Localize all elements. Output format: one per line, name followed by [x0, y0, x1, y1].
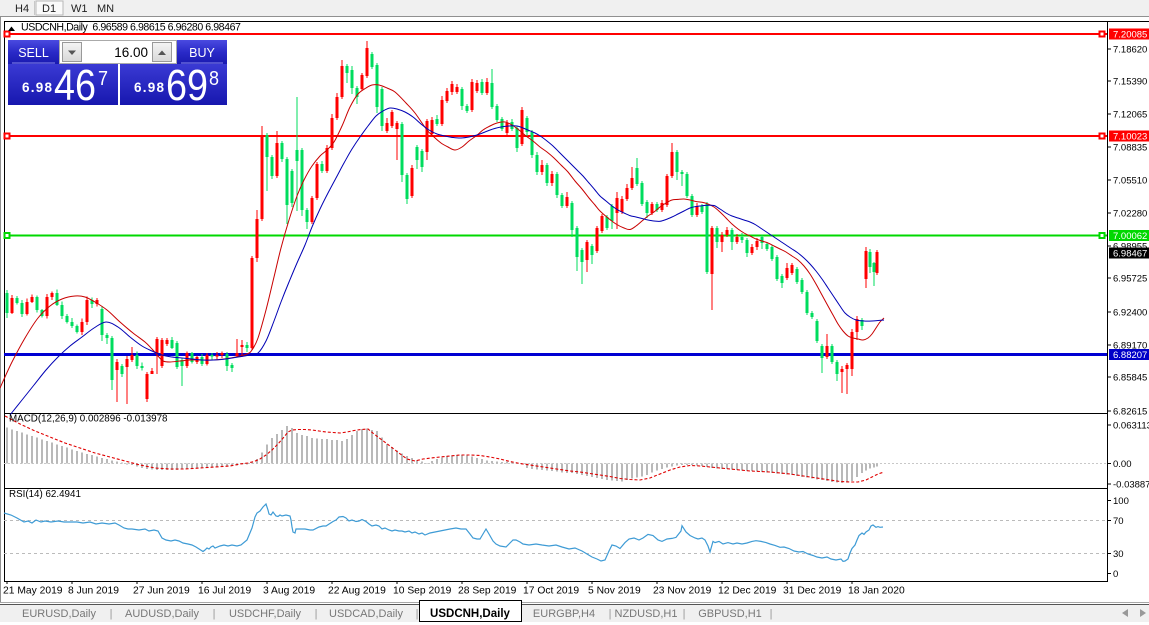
svg-text:7.05510: 7.05510 — [1113, 176, 1147, 187]
svg-text:6.89170: 6.89170 — [1113, 341, 1147, 352]
svg-text:23 Nov 2019: 23 Nov 2019 — [653, 586, 712, 597]
svg-text:MACD(12,26,9) 0.002896 -0.0139: MACD(12,26,9) 0.002896 -0.013978 — [9, 414, 168, 425]
svg-text:6.82615: 6.82615 — [1113, 407, 1147, 418]
svg-text:12 Dec 2019: 12 Dec 2019 — [718, 586, 777, 597]
svg-text:USDCHF,Daily: USDCHF,Daily — [229, 608, 302, 620]
svg-text:USDCNH,Daily 6.96589 6.98615: USDCNH,Daily 6.96589 6.98615 6.96280 6.9… — [21, 22, 241, 34]
svg-text:100: 100 — [1113, 496, 1129, 507]
svg-text:6.98955: 6.98955 — [1113, 242, 1147, 253]
svg-text:|: | — [315, 608, 318, 620]
svg-text:|: | — [770, 608, 773, 620]
svg-text:6.98: 6.98 — [134, 80, 164, 95]
svg-text:16 Jul 2019: 16 Jul 2019 — [198, 586, 252, 597]
svg-text:|: | — [683, 608, 686, 620]
svg-text:W1: W1 — [71, 3, 88, 15]
svg-text:6.98: 6.98 — [22, 80, 52, 95]
svg-text:6.85845: 6.85845 — [1113, 373, 1147, 384]
svg-text:7.08835: 7.08835 — [1113, 143, 1147, 154]
svg-text:31 Dec 2019: 31 Dec 2019 — [783, 586, 842, 597]
svg-text:7: 7 — [98, 68, 108, 90]
svg-text:7.20085: 7.20085 — [1113, 30, 1147, 41]
svg-text:7.02280: 7.02280 — [1113, 209, 1147, 220]
svg-text:10 Sep 2019: 10 Sep 2019 — [393, 586, 452, 597]
svg-text:6.98467: 6.98467 — [1113, 249, 1147, 260]
svg-text:18 Jan 2020: 18 Jan 2020 — [848, 586, 905, 597]
svg-text:|: | — [609, 608, 612, 620]
svg-text:8: 8 — [209, 68, 219, 90]
svg-text:16.00: 16.00 — [114, 45, 148, 60]
svg-text:SELL: SELL — [18, 46, 49, 60]
svg-text:EURGBP,H4: EURGBP,H4 — [533, 608, 595, 620]
svg-text:GBPUSD,H1: GBPUSD,H1 — [698, 608, 762, 620]
svg-text:|: | — [110, 608, 113, 620]
svg-text:NZDUSD,H1: NZDUSD,H1 — [615, 608, 678, 620]
svg-text:7.00062: 7.00062 — [1113, 231, 1147, 242]
svg-text:H4: H4 — [15, 3, 29, 15]
svg-text:RSI(14) 62.4941: RSI(14) 62.4941 — [9, 489, 81, 500]
svg-text:7.10023: 7.10023 — [1113, 132, 1147, 143]
svg-text:30: 30 — [1113, 549, 1124, 560]
svg-text:5 Nov 2019: 5 Nov 2019 — [588, 586, 641, 597]
svg-text:8 Jun 2019: 8 Jun 2019 — [68, 586, 119, 597]
svg-text:EURUSD,Daily: EURUSD,Daily — [22, 608, 96, 620]
svg-text:21 May 2019: 21 May 2019 — [3, 586, 63, 597]
svg-text:0.063113: 0.063113 — [1113, 421, 1149, 432]
svg-text:7.12065: 7.12065 — [1113, 110, 1147, 121]
svg-text:28 Sep 2019: 28 Sep 2019 — [458, 586, 517, 597]
svg-text:6.95725: 6.95725 — [1113, 274, 1147, 285]
svg-text:17 Oct 2019: 17 Oct 2019 — [523, 586, 579, 597]
svg-text:0.00: 0.00 — [1113, 459, 1132, 470]
svg-text:MN: MN — [97, 3, 114, 15]
svg-text:22 Aug 2019: 22 Aug 2019 — [328, 586, 386, 597]
svg-text:USDCAD,Daily: USDCAD,Daily — [329, 608, 403, 620]
svg-text:6.92400: 6.92400 — [1113, 308, 1147, 319]
svg-text:-0.038872: -0.038872 — [1113, 480, 1149, 491]
svg-text:AUDUSD,Daily: AUDUSD,Daily — [125, 608, 199, 620]
svg-text:7.18620: 7.18620 — [1113, 45, 1147, 56]
svg-text:7.15390: 7.15390 — [1113, 77, 1147, 88]
svg-text:3 Aug 2019: 3 Aug 2019 — [263, 586, 315, 597]
svg-text:70: 70 — [1113, 516, 1124, 527]
svg-text:27 Jun 2019: 27 Jun 2019 — [133, 586, 190, 597]
svg-text:BUY: BUY — [189, 46, 215, 60]
svg-text:USDCNH,Daily: USDCNH,Daily — [430, 608, 510, 620]
svg-text:6.88207: 6.88207 — [1113, 350, 1147, 361]
svg-text:|: | — [213, 608, 216, 620]
svg-text:D1: D1 — [42, 3, 56, 15]
svg-text:0: 0 — [1113, 569, 1118, 580]
svg-text:46: 46 — [54, 61, 96, 110]
svg-text:|: | — [416, 608, 419, 620]
svg-text:69: 69 — [166, 61, 208, 110]
